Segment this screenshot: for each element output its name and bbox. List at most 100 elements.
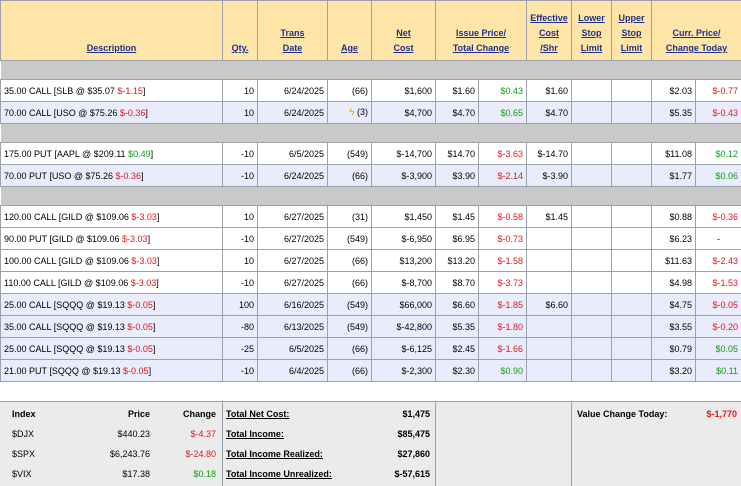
table-row[interactable]: 110.00 CALL [GILD @ $109.06 $-3.03] -10 6/… xyxy=(0,271,741,294)
position-curr-price: $4.75 xyxy=(651,293,696,316)
table-row[interactable]: 35.00 CALL [SLB @ $35.07 $-1.15] 10 6/24/2… xyxy=(0,79,741,102)
position-change-today: $0.12 xyxy=(695,142,741,165)
position-upper-stop[interactable] xyxy=(611,271,652,294)
position-date: 6/27/2025 xyxy=(257,205,328,228)
position-description: 175.00 PUT [AAPL @ $209.11 $0.49] xyxy=(0,142,223,165)
index-row: $DJX $440.23 $-4.37 xyxy=(0,424,222,444)
position-total-change: $0.90 xyxy=(478,359,527,382)
position-lower-stop[interactable] xyxy=(571,293,612,316)
position-effective-cost: $1.60 xyxy=(526,79,572,102)
position-lower-stop[interactable] xyxy=(571,271,612,294)
table-row[interactable]: 35.00 CALL [SQQQ @ $19.13 $-0.05] -80 6/13… xyxy=(0,315,741,338)
total-income-value: $85,475 xyxy=(397,429,430,439)
position-lower-stop[interactable] xyxy=(571,101,612,124)
position-description: 70.00 CALL [USO @ $75.26 $-0.36] xyxy=(0,101,223,124)
position-effective-cost xyxy=(526,271,572,294)
index-price: $440.23 xyxy=(117,429,150,439)
position-upper-stop[interactable] xyxy=(611,142,652,165)
position-lower-stop[interactable] xyxy=(571,359,612,382)
table-row[interactable]: 70.00 CALL [USO @ $75.26 $-0.36] 10 6/24/2… xyxy=(0,101,741,124)
col-net-cost-header[interactable]: Net Cost xyxy=(371,0,436,61)
index-change: $0.18 xyxy=(193,469,216,479)
position-lower-stop[interactable] xyxy=(571,142,612,165)
position-description: 35.00 CALL [SQQQ @ $19.13 $-0.05] xyxy=(0,315,223,338)
position-qty: 10 xyxy=(222,79,258,102)
position-date: 6/27/2025 xyxy=(257,249,328,272)
position-upper-stop[interactable] xyxy=(611,337,652,360)
position-change-today: $0.11 xyxy=(695,359,741,382)
position-upper-stop[interactable] xyxy=(611,79,652,102)
position-upper-stop[interactable] xyxy=(611,249,652,272)
position-qty: 10 xyxy=(222,101,258,124)
position-effective-cost xyxy=(526,227,572,250)
position-total-change: $-1.85 xyxy=(478,293,527,316)
position-lower-stop[interactable] xyxy=(571,79,612,102)
position-age: (549) xyxy=(327,227,372,250)
position-change-today: $-0.77 xyxy=(695,79,741,102)
position-issue-price: $3.90 xyxy=(435,164,479,187)
price-header: Price xyxy=(127,409,150,419)
position-curr-price: $4.98 xyxy=(651,271,696,294)
position-qty: -25 xyxy=(222,337,258,360)
table-row[interactable]: 21.00 PUT [SQQQ @ $19.13 $-0.05] -10 6/4/2… xyxy=(0,359,741,382)
position-change-today: $-1.53 xyxy=(695,271,741,294)
position-lower-stop[interactable] xyxy=(571,337,612,360)
position-lower-stop[interactable] xyxy=(571,315,612,338)
position-upper-stop[interactable] xyxy=(611,205,652,228)
table-row[interactable]: 70.00 PUT [USO @ $75.26 $-0.36] -10 6/24/2… xyxy=(0,164,741,187)
position-age: (549) xyxy=(327,315,372,338)
position-issue-price: $4.70 xyxy=(435,101,479,124)
position-net-cost: $-6,125 xyxy=(371,337,436,360)
position-net-cost: $-14,700 xyxy=(371,142,436,165)
index-change: $-4.37 xyxy=(190,429,216,439)
table-row[interactable]: 90.00 PUT [GILD @ $109.06 $-3.03] -10 6/27… xyxy=(0,227,741,250)
position-issue-price: $1.45 xyxy=(435,205,479,228)
position-upper-stop[interactable] xyxy=(611,315,652,338)
position-upper-stop[interactable] xyxy=(611,227,652,250)
position-curr-price: $0.88 xyxy=(651,205,696,228)
position-lower-stop[interactable] xyxy=(571,205,612,228)
col-upper-stop-header[interactable]: Upper Stop Limit xyxy=(611,0,652,61)
col-issue-price-header[interactable]: Issue Price/Total Change xyxy=(435,0,527,61)
position-net-cost: $66,000 xyxy=(371,293,436,316)
col-effective-cost-header[interactable]: Effective Cost/Shr xyxy=(526,0,572,61)
position-upper-stop[interactable] xyxy=(611,101,652,124)
position-lower-stop[interactable] xyxy=(571,249,612,272)
col-age-header[interactable]: Age xyxy=(327,0,372,61)
position-curr-price: $3.20 xyxy=(651,359,696,382)
position-description: 21.00 PUT [SQQQ @ $19.13 $-0.05] xyxy=(0,359,223,382)
table-row[interactable]: 120.00 CALL [GILD @ $109.06 $-3.03] 10 6/2… xyxy=(0,205,741,228)
col-curr-price-header[interactable]: Curr. Price/Change Today xyxy=(651,0,741,61)
table-row[interactable]: 175.00 PUT [AAPL @ $209.11 $0.49] -10 6/5/… xyxy=(0,142,741,165)
position-upper-stop[interactable] xyxy=(611,164,652,187)
totals-block: Total Net Cost: $1,475 Total Income: $85,4… xyxy=(223,402,435,486)
value-change-value: $-1,770 xyxy=(706,409,737,419)
position-total-change: $-1.58 xyxy=(478,249,527,272)
position-total-change: $-0.73 xyxy=(478,227,527,250)
position-total-change: $0.43 xyxy=(478,79,527,102)
position-effective-cost: $4.70 xyxy=(526,101,572,124)
position-upper-stop[interactable] xyxy=(611,359,652,382)
position-upper-stop[interactable] xyxy=(611,293,652,316)
position-lower-stop[interactable] xyxy=(571,227,612,250)
total-unrealized-label: Total Income Unrealized: xyxy=(226,469,332,479)
col-lower-stop-header[interactable]: Lower Stop Limit xyxy=(571,0,612,61)
table-row[interactable]: 25.00 CALL [SQQQ @ $19.13 $-0.05] 100 6/16… xyxy=(0,293,741,316)
col-trans-date-header[interactable]: Trans Date xyxy=(257,0,328,61)
position-issue-price: $6.60 xyxy=(435,293,479,316)
position-qty: -10 xyxy=(222,164,258,187)
position-lower-stop[interactable] xyxy=(571,164,612,187)
col-description-header[interactable]: Description xyxy=(0,0,223,61)
value-change-block: Value Change Today: $-1,770 xyxy=(572,402,741,486)
position-effective-cost: $6.60 xyxy=(526,293,572,316)
table-row[interactable]: 100.00 CALL [GILD @ $109.06 $-3.03] 10 6/2… xyxy=(0,249,741,272)
position-description: 120.00 CALL [GILD @ $109.06 $-3.03] xyxy=(0,205,223,228)
col-qty-header[interactable]: Qty. xyxy=(222,0,258,61)
position-date: 6/24/2025 xyxy=(257,101,328,124)
total-unrealized-value: $-57,615 xyxy=(394,469,430,479)
position-description: 110.00 CALL [GILD @ $109.06 $-3.03] xyxy=(0,271,223,294)
table-row[interactable]: 25.00 CALL [SQQQ @ $19.13 $-0.05] -25 6/5/… xyxy=(0,337,741,360)
flame-icon: ϟ xyxy=(349,107,355,118)
group-separator xyxy=(0,123,741,143)
group-separator xyxy=(0,60,741,80)
